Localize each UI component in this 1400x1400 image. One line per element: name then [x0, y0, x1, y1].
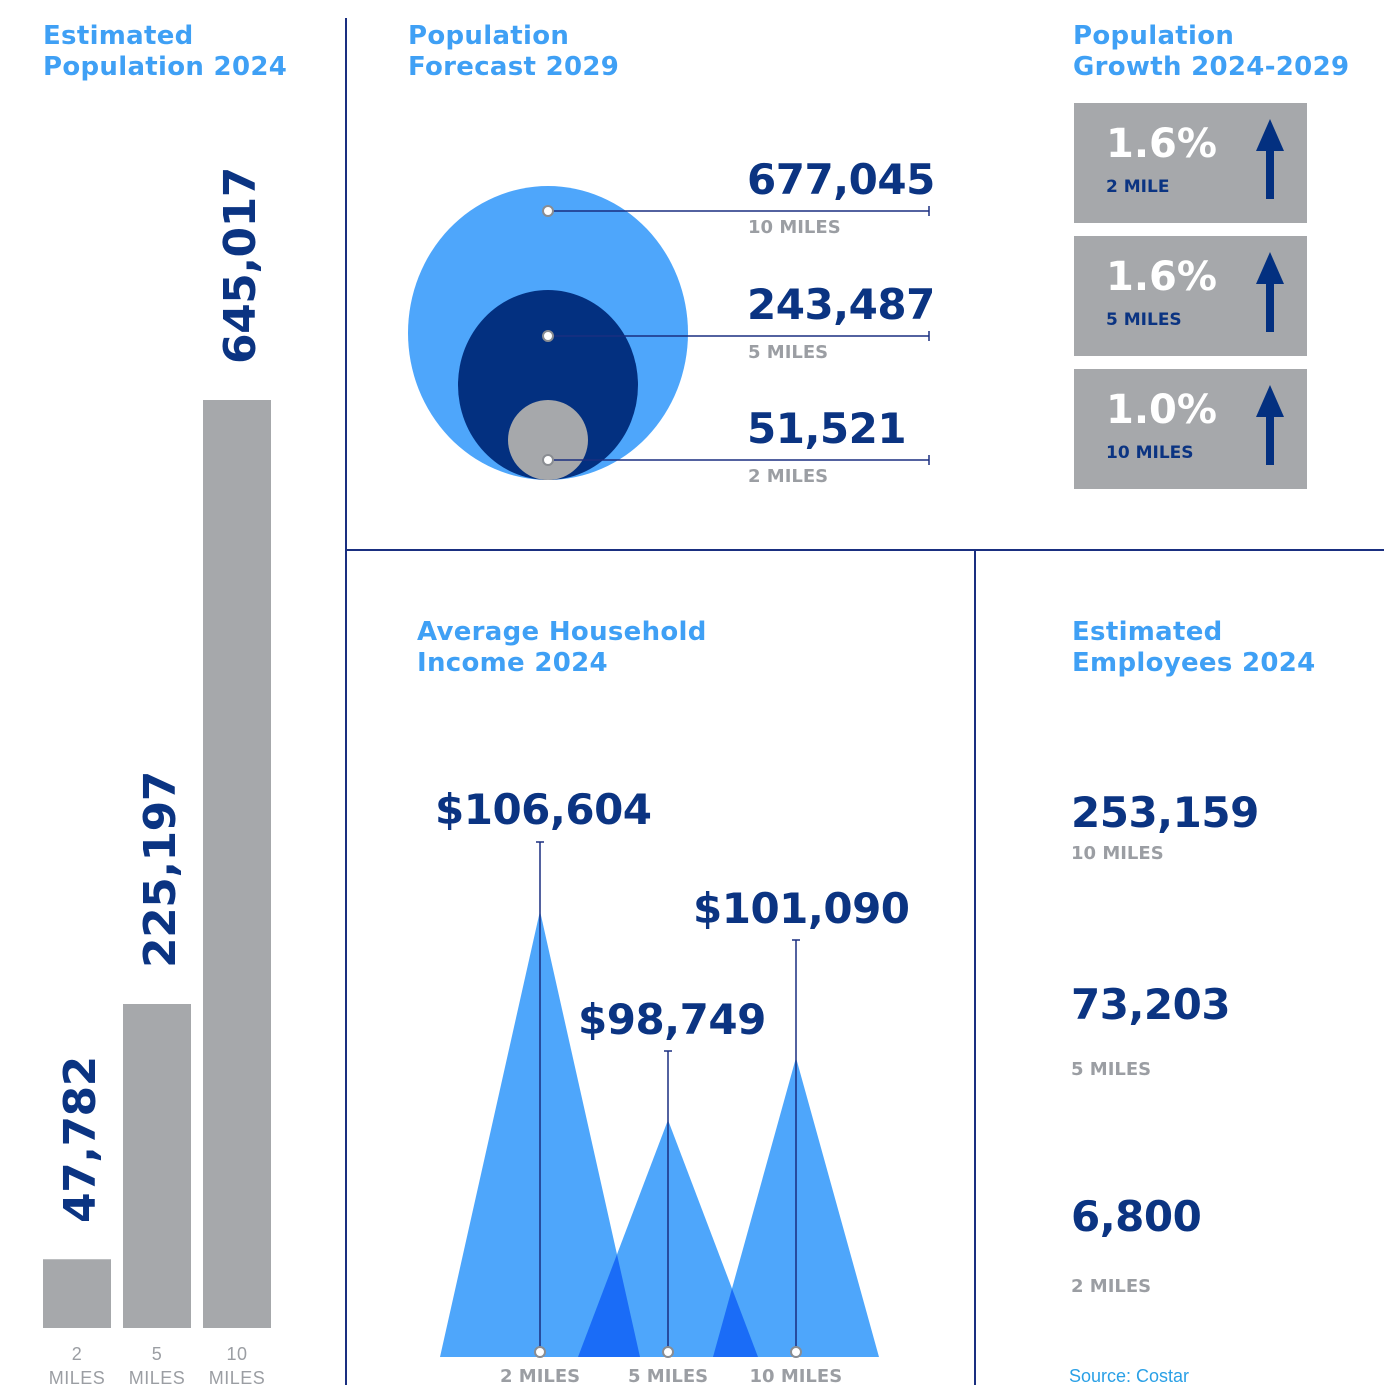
population-bar-cat-num-2: 10: [226, 1344, 248, 1364]
forecast-value-1: 243,487: [747, 280, 935, 329]
employees-2024-title-line1: Estimated: [1072, 617, 1223, 647]
growth-title-line1: Population: [1073, 21, 1235, 51]
income-point-2: [790, 1346, 802, 1358]
forecast-value-2: 51,521: [747, 404, 907, 453]
forecast-bubble-2: [508, 400, 588, 480]
population-bar-value-0: 47,782: [55, 1056, 106, 1224]
arrow-up-icon: [1256, 385, 1284, 465]
population-2024-title-line2: Population 2024: [43, 52, 288, 82]
employees-value-1: 73,203: [1071, 980, 1231, 1029]
growth-radius-2: 10 MILES: [1106, 443, 1194, 463]
population-bar-cat-num-1: 5: [151, 1344, 163, 1364]
population-bar-chart: [43, 400, 271, 1328]
income-2024-title-line2: Income 2024: [417, 648, 608, 678]
growth-card-2: 1.0% 10 MILES: [1074, 369, 1307, 489]
population-bar-cat-unit-1: MILES: [128, 1368, 186, 1388]
population-bar-0: [43, 1259, 111, 1328]
forecast-2029-title-line1: Population: [408, 21, 570, 51]
employees-2024-title-line2: Employees 2024: [1072, 648, 1316, 678]
forecast-bubble-chart: [408, 186, 930, 480]
source-note: Source: Costar: [1069, 1366, 1190, 1386]
population-bar-1: [123, 1004, 191, 1328]
forecast-point-0: [542, 205, 554, 217]
employees-2024-title: Estimated Employees 2024: [1072, 617, 1316, 679]
population-2024-title: Estimated Population 2024: [43, 21, 287, 83]
income-radius-2: 10 MILES: [749, 1366, 843, 1387]
forecast-radius-0: 10 MILES: [748, 217, 841, 238]
growth-title-line2: Growth 2024-2029: [1073, 52, 1350, 82]
growth-title: Population Growth 2024-2029: [1073, 21, 1349, 83]
divider-horizontal: [346, 549, 1384, 551]
growth-card-1: 1.6% 5 MILES: [1074, 236, 1307, 356]
population-bar-cat-num-0: 2: [71, 1344, 83, 1364]
income-2024-title-line1: Average Household: [417, 617, 707, 647]
income-radius-0: 2 MILES: [500, 1366, 581, 1387]
income-point-0: [534, 1346, 546, 1358]
income-overlap-0: [578, 1254, 640, 1357]
employees-value-0: 253,159: [1071, 788, 1259, 837]
employees-radius-2: 2 MILES: [1071, 1276, 1152, 1297]
income-overlap-1: [713, 1288, 758, 1357]
population-bar-value-1: 225,197: [135, 771, 186, 968]
employees-value-2: 6,800: [1071, 1192, 1202, 1241]
divider-left-vertical: [345, 18, 347, 1385]
income-value-1: $98,749: [578, 995, 766, 1044]
arrow-up-icon: [1256, 119, 1284, 199]
arrow-up-icon: [1256, 252, 1284, 332]
forecast-value-0: 677,045: [747, 155, 935, 204]
population-bar-value-2: 645,017: [215, 167, 266, 364]
growth-percent-0: 1.6%: [1106, 121, 1217, 167]
growth-radius-0: 2 MILE: [1106, 177, 1170, 197]
income-value-2: $101,090: [693, 884, 910, 933]
forecast-bubble-1: [458, 290, 638, 480]
income-peak-chart: [440, 841, 879, 1358]
employees-radius-0: 10 MILES: [1071, 843, 1164, 864]
forecast-radius-2: 2 MILES: [748, 466, 829, 487]
growth-card-0: 1.6% 2 MILE: [1074, 103, 1307, 223]
population-bar-2: [203, 400, 271, 1328]
growth-percent-2: 1.0%: [1106, 387, 1217, 433]
forecast-point-1: [542, 330, 554, 342]
forecast-radius-1: 5 MILES: [748, 342, 829, 363]
population-2024-title-line1: Estimated: [43, 21, 194, 51]
employees-radius-1: 5 MILES: [1071, 1059, 1152, 1080]
income-value-0: $106,604: [435, 785, 652, 834]
population-bar-cat-unit-0: MILES: [48, 1368, 106, 1388]
forecast-2029-title-line2: Forecast 2029: [408, 52, 620, 82]
growth-percent-1: 1.6%: [1106, 254, 1217, 300]
forecast-2029-title: Population Forecast 2029: [408, 21, 619, 83]
growth-radius-1: 5 MILES: [1106, 310, 1182, 330]
divider-right-vertical: [974, 551, 976, 1385]
forecast-point-2: [542, 454, 554, 466]
income-radius-1: 5 MILES: [628, 1366, 709, 1387]
income-2024-title: Average Household Income 2024: [417, 617, 707, 679]
income-point-1: [662, 1346, 674, 1358]
population-bar-cat-unit-2: MILES: [208, 1368, 266, 1388]
